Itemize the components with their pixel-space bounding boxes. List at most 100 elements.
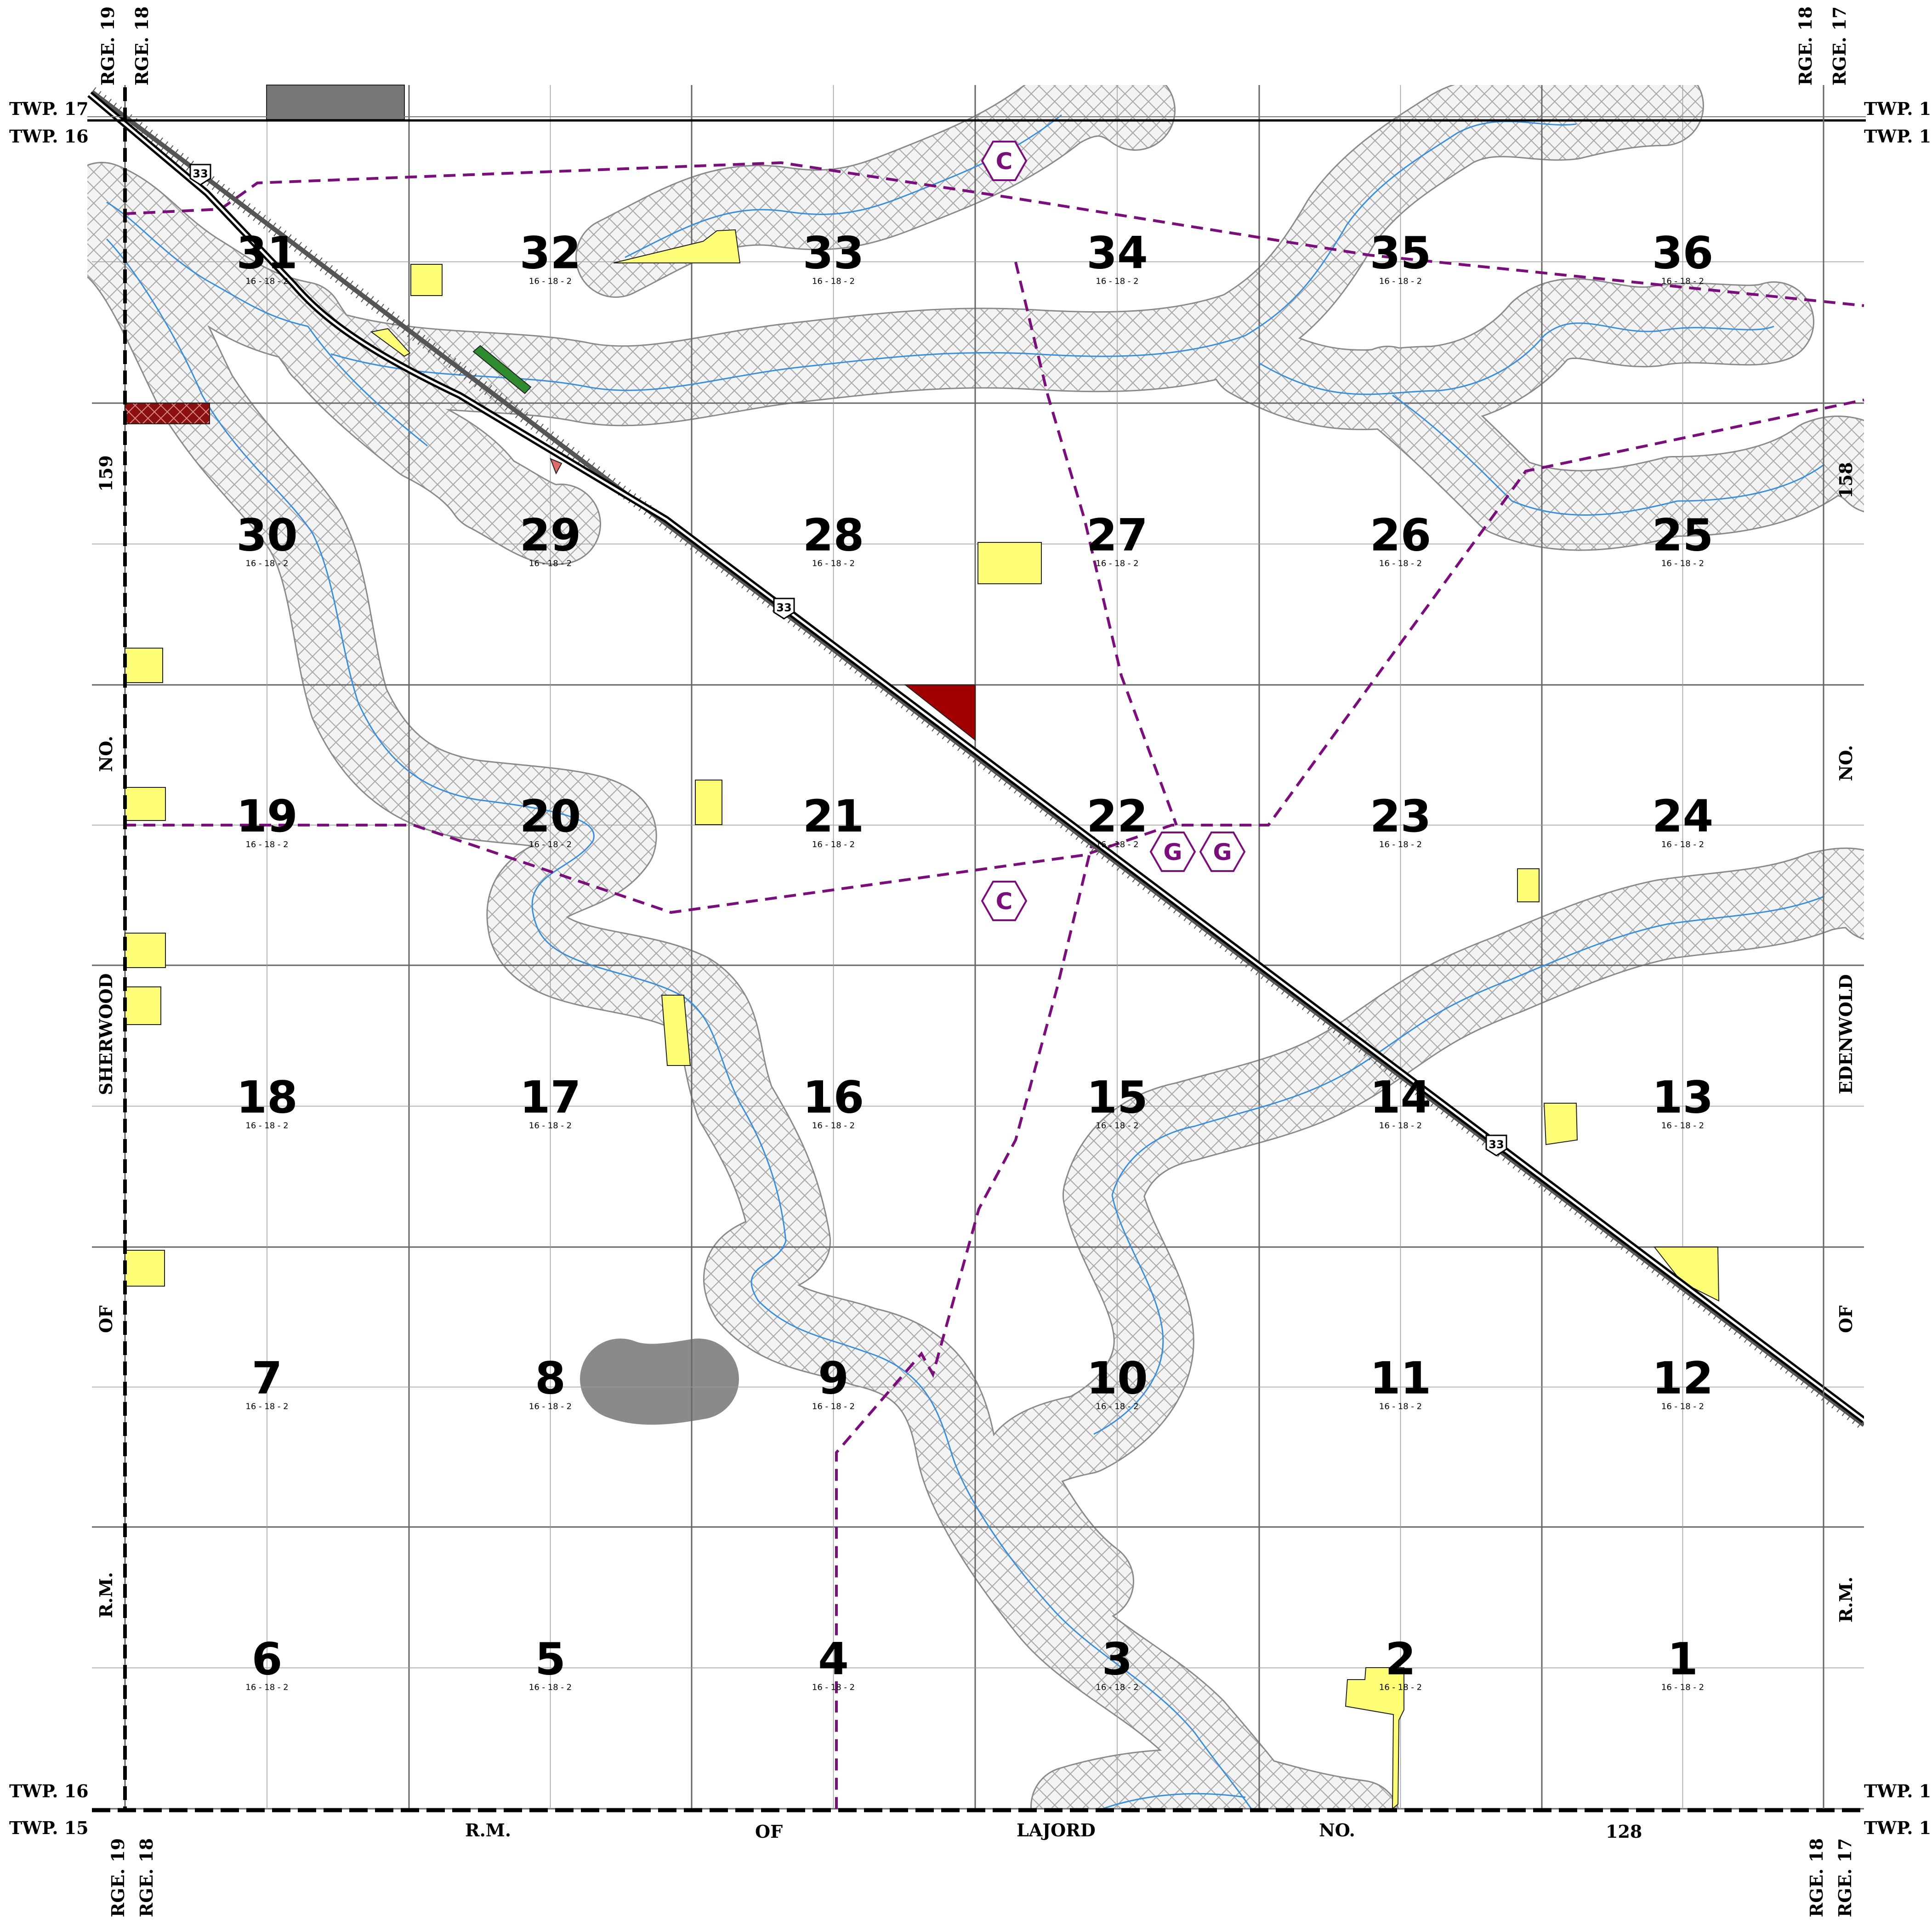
- section-legal: 16 - 18 - 2: [1661, 1683, 1704, 1692]
- svg-text:C: C: [996, 148, 1013, 175]
- section-legal: 16 - 18 - 2: [1661, 1121, 1704, 1131]
- red-hatched-parcel: [125, 403, 210, 424]
- section-number: 16: [803, 1072, 864, 1123]
- yellow-parcel: [125, 933, 166, 968]
- section-number: 2: [1385, 1634, 1416, 1685]
- boundary-label: SHERWOOD: [96, 974, 116, 1095]
- section-legal: 16 - 18 - 2: [812, 1121, 855, 1131]
- section-number: 13: [1652, 1072, 1714, 1123]
- outer-boundaries: [87, 87, 1866, 1812]
- section-legal: 16 - 18 - 2: [1379, 840, 1422, 849]
- section-number: 4: [818, 1634, 849, 1685]
- section-label: 216 - 18 - 2: [1379, 1634, 1422, 1692]
- section-number: 10: [1086, 1353, 1148, 1404]
- section-number: 7: [252, 1353, 283, 1404]
- yellow-parcel: [125, 1250, 165, 1287]
- section-legal: 16 - 18 - 2: [529, 1683, 572, 1692]
- section-legal: 16 - 18 - 2: [1661, 840, 1704, 849]
- section-label: 316 - 18 - 2: [1096, 1634, 1138, 1692]
- section-label: 716 - 18 - 2: [245, 1353, 288, 1412]
- boundary-label: 159: [96, 455, 116, 491]
- section-label: 116 - 18 - 2: [1661, 1634, 1704, 1692]
- section-legal: 16 - 18 - 2: [1096, 840, 1138, 849]
- boundary-label: OF: [96, 1305, 116, 1333]
- parcels: [125, 85, 1720, 1810]
- highway-shield-label: 33: [193, 167, 208, 180]
- boundary-label: 158: [1835, 462, 1856, 498]
- section-number: 19: [236, 791, 298, 842]
- section-number: 26: [1370, 510, 1432, 561]
- section-number: 35: [1370, 228, 1432, 279]
- section-number: 36: [1652, 228, 1714, 279]
- section-number: 12: [1652, 1353, 1714, 1404]
- section-number: 20: [520, 791, 581, 842]
- pink-parcel: [550, 458, 563, 475]
- section-legal: 16 - 18 - 2: [529, 1402, 572, 1412]
- yellow-parcel: [125, 787, 166, 821]
- section-number: 14: [1370, 1072, 1432, 1123]
- edge-labels: TWP. 17 TWP. 16 TWP. 17 TWP. 16 TWP. 16 …: [9, 6, 1932, 1917]
- section-legal: 16 - 18 - 2: [1379, 1402, 1422, 1412]
- township-label: TWP. 17: [1864, 98, 1932, 119]
- yellow-parcel: [1543, 1103, 1578, 1145]
- section-legal: 16 - 18 - 2: [1661, 1402, 1704, 1412]
- section-legal: 16 - 18 - 2: [1661, 277, 1704, 286]
- railway: [88, 87, 1864, 1430]
- section-number: 30: [236, 510, 298, 561]
- section-legal: 16 - 18 - 2: [1096, 1683, 1138, 1692]
- range-label: RGE. 19: [108, 1838, 128, 1917]
- section-legal: 16 - 18 - 2: [1661, 559, 1704, 569]
- yellow-parcel: [410, 264, 443, 296]
- hex-symbol: C: [981, 881, 1028, 921]
- section-legal: 16 - 18 - 2: [245, 1683, 288, 1692]
- section-legal: 16 - 18 - 2: [245, 1402, 288, 1412]
- yellow-parcel: [1653, 1247, 1720, 1302]
- boundary-label: LAJORD: [1017, 1820, 1096, 1840]
- section-number: 31: [236, 228, 298, 279]
- section-legal: 16 - 18 - 2: [812, 1402, 855, 1412]
- section-number: 15: [1086, 1072, 1148, 1123]
- section-legal: 16 - 18 - 2: [812, 1683, 855, 1692]
- section-number: 24: [1652, 791, 1714, 842]
- yellow-parcel: [125, 648, 163, 683]
- section-number: 1: [1667, 1634, 1698, 1685]
- hex-symbol: G: [1199, 832, 1246, 872]
- range-label: RGE. 18: [1806, 1838, 1827, 1917]
- yellow-parcel: [977, 542, 1042, 584]
- range-label: RGE. 17: [1835, 1838, 1855, 1917]
- boundary-label: OF: [755, 1821, 783, 1842]
- yellow-parcel: [1517, 868, 1540, 902]
- section-number: 32: [520, 228, 581, 279]
- section-number: 28: [803, 510, 864, 561]
- section-legal: 16 - 18 - 2: [1096, 277, 1138, 286]
- svg-text:G: G: [1163, 839, 1182, 866]
- section-legal: 16 - 18 - 2: [529, 840, 572, 849]
- range-label: RGE. 18: [136, 1838, 157, 1917]
- township-label: TWP. 17: [9, 98, 89, 119]
- section-number: 9: [818, 1353, 849, 1404]
- range-label: RGE. 17: [1829, 6, 1850, 85]
- boundary-label: 128: [1606, 1821, 1642, 1842]
- section-number: 8: [535, 1353, 566, 1404]
- boundary-label: R.M.: [1835, 1577, 1856, 1623]
- section-label: 916 - 18 - 2: [812, 1353, 855, 1412]
